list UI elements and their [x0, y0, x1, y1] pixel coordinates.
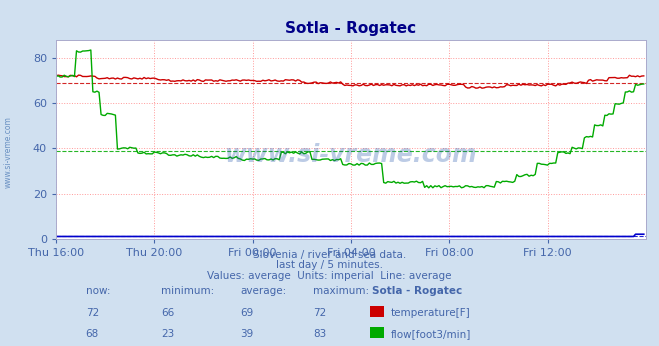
Text: maximum:: maximum:	[313, 286, 369, 296]
Text: 66: 66	[161, 308, 175, 318]
Text: minimum:: minimum:	[161, 286, 215, 296]
Text: Sotla - Rogatec: Sotla - Rogatec	[372, 286, 463, 296]
Text: temperature[F]: temperature[F]	[391, 308, 471, 318]
Text: 39: 39	[241, 329, 254, 339]
Text: 23: 23	[161, 329, 175, 339]
Text: average:: average:	[241, 286, 287, 296]
Text: 69: 69	[241, 308, 254, 318]
Text: 72: 72	[86, 308, 99, 318]
Text: last day / 5 minutes.: last day / 5 minutes.	[276, 260, 383, 270]
Text: www.si-vreme.com: www.si-vreme.com	[4, 116, 13, 188]
Text: 68: 68	[86, 329, 99, 339]
Text: 72: 72	[313, 308, 326, 318]
Text: www.si-vreme.com: www.si-vreme.com	[225, 143, 477, 167]
Text: flow[foot3/min]: flow[foot3/min]	[391, 329, 471, 339]
Title: Sotla - Rogatec: Sotla - Rogatec	[285, 21, 416, 36]
Text: 83: 83	[313, 329, 326, 339]
Text: Slovenia / river and sea data.: Slovenia / river and sea data.	[253, 250, 406, 260]
Text: now:: now:	[86, 286, 110, 296]
Text: Values: average  Units: imperial  Line: average: Values: average Units: imperial Line: av…	[207, 271, 452, 281]
